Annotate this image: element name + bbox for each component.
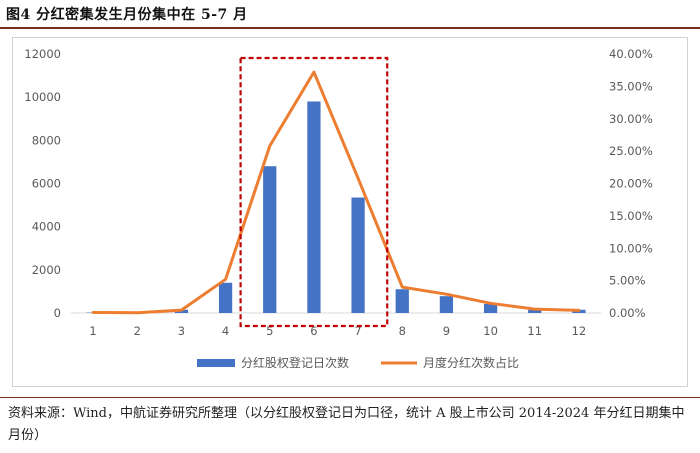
source-rule xyxy=(0,397,700,398)
legend-bar-swatch xyxy=(197,359,235,367)
bar xyxy=(528,308,542,313)
x-tick-label: 2 xyxy=(134,324,141,338)
series-line xyxy=(91,70,581,315)
y-left-tick-label: 4000 xyxy=(32,220,61,234)
bar xyxy=(263,166,277,313)
bar xyxy=(395,289,409,313)
x-tick-label: 5 xyxy=(266,324,273,338)
y-left-tick-label: 12000 xyxy=(24,47,61,61)
x-tick-label: 8 xyxy=(399,324,406,338)
legend-line-label: 月度分红次数占比 xyxy=(423,355,519,370)
y-left-tick-label: 8000 xyxy=(32,133,61,147)
bar xyxy=(307,101,321,313)
y-left-tick-label: 0 xyxy=(54,306,61,320)
chart-frame: 0 2000 4000 6000 8000 10000 12000 0.00% 5.00% 10.… xyxy=(12,37,688,387)
x-tick-label: 9 xyxy=(443,324,450,338)
y-right-tick-label: 35.00% xyxy=(609,79,653,93)
y-right-tick-label: 15.00% xyxy=(609,209,653,223)
bar xyxy=(218,282,233,313)
x-tick-label: 1 xyxy=(89,324,96,338)
x-tick-label: 12 xyxy=(572,324,587,338)
y-right-tick-label: 20.00% xyxy=(609,177,653,191)
y-left-tick-label: 2000 xyxy=(32,263,61,277)
bar xyxy=(483,303,498,313)
y-right-tick-label: 25.00% xyxy=(609,144,653,158)
source-note: 资料来源：Wind，中航证券研究所整理（以分红股权登记日为口径，统计 A 股上市… xyxy=(8,406,685,443)
bar xyxy=(351,197,365,313)
x-tick-label: 11 xyxy=(527,324,542,338)
y-left-tick-label: 10000 xyxy=(24,90,61,104)
legend-bar-label: 分红股权登记日次数 xyxy=(241,355,349,370)
combo-chart: 0 2000 4000 6000 8000 10000 12000 0.00% 5.00% 10.… xyxy=(24,47,653,370)
x-tick-label: 6 xyxy=(310,324,317,338)
y-right-tick-label: 0.00% xyxy=(609,306,646,320)
highlight-box xyxy=(239,56,389,328)
figure-title: 图4 分红密集发生月份集中在 5-7 月 xyxy=(6,7,248,23)
x-tick-label: 4 xyxy=(222,324,229,338)
y-right-tick-label: 10.00% xyxy=(609,241,653,255)
x-tick-label: 10 xyxy=(483,324,498,338)
y-left-tick-label: 6000 xyxy=(32,177,61,191)
x-tick-label: 3 xyxy=(178,324,185,338)
bar xyxy=(439,296,454,313)
y-right-tick-label: 40.00% xyxy=(609,47,653,61)
y-right-tick-label: 30.00% xyxy=(609,112,653,126)
x-tick-label: 7 xyxy=(354,324,361,338)
title-rule xyxy=(0,27,700,29)
y-right-tick-label: 5.00% xyxy=(609,274,646,288)
